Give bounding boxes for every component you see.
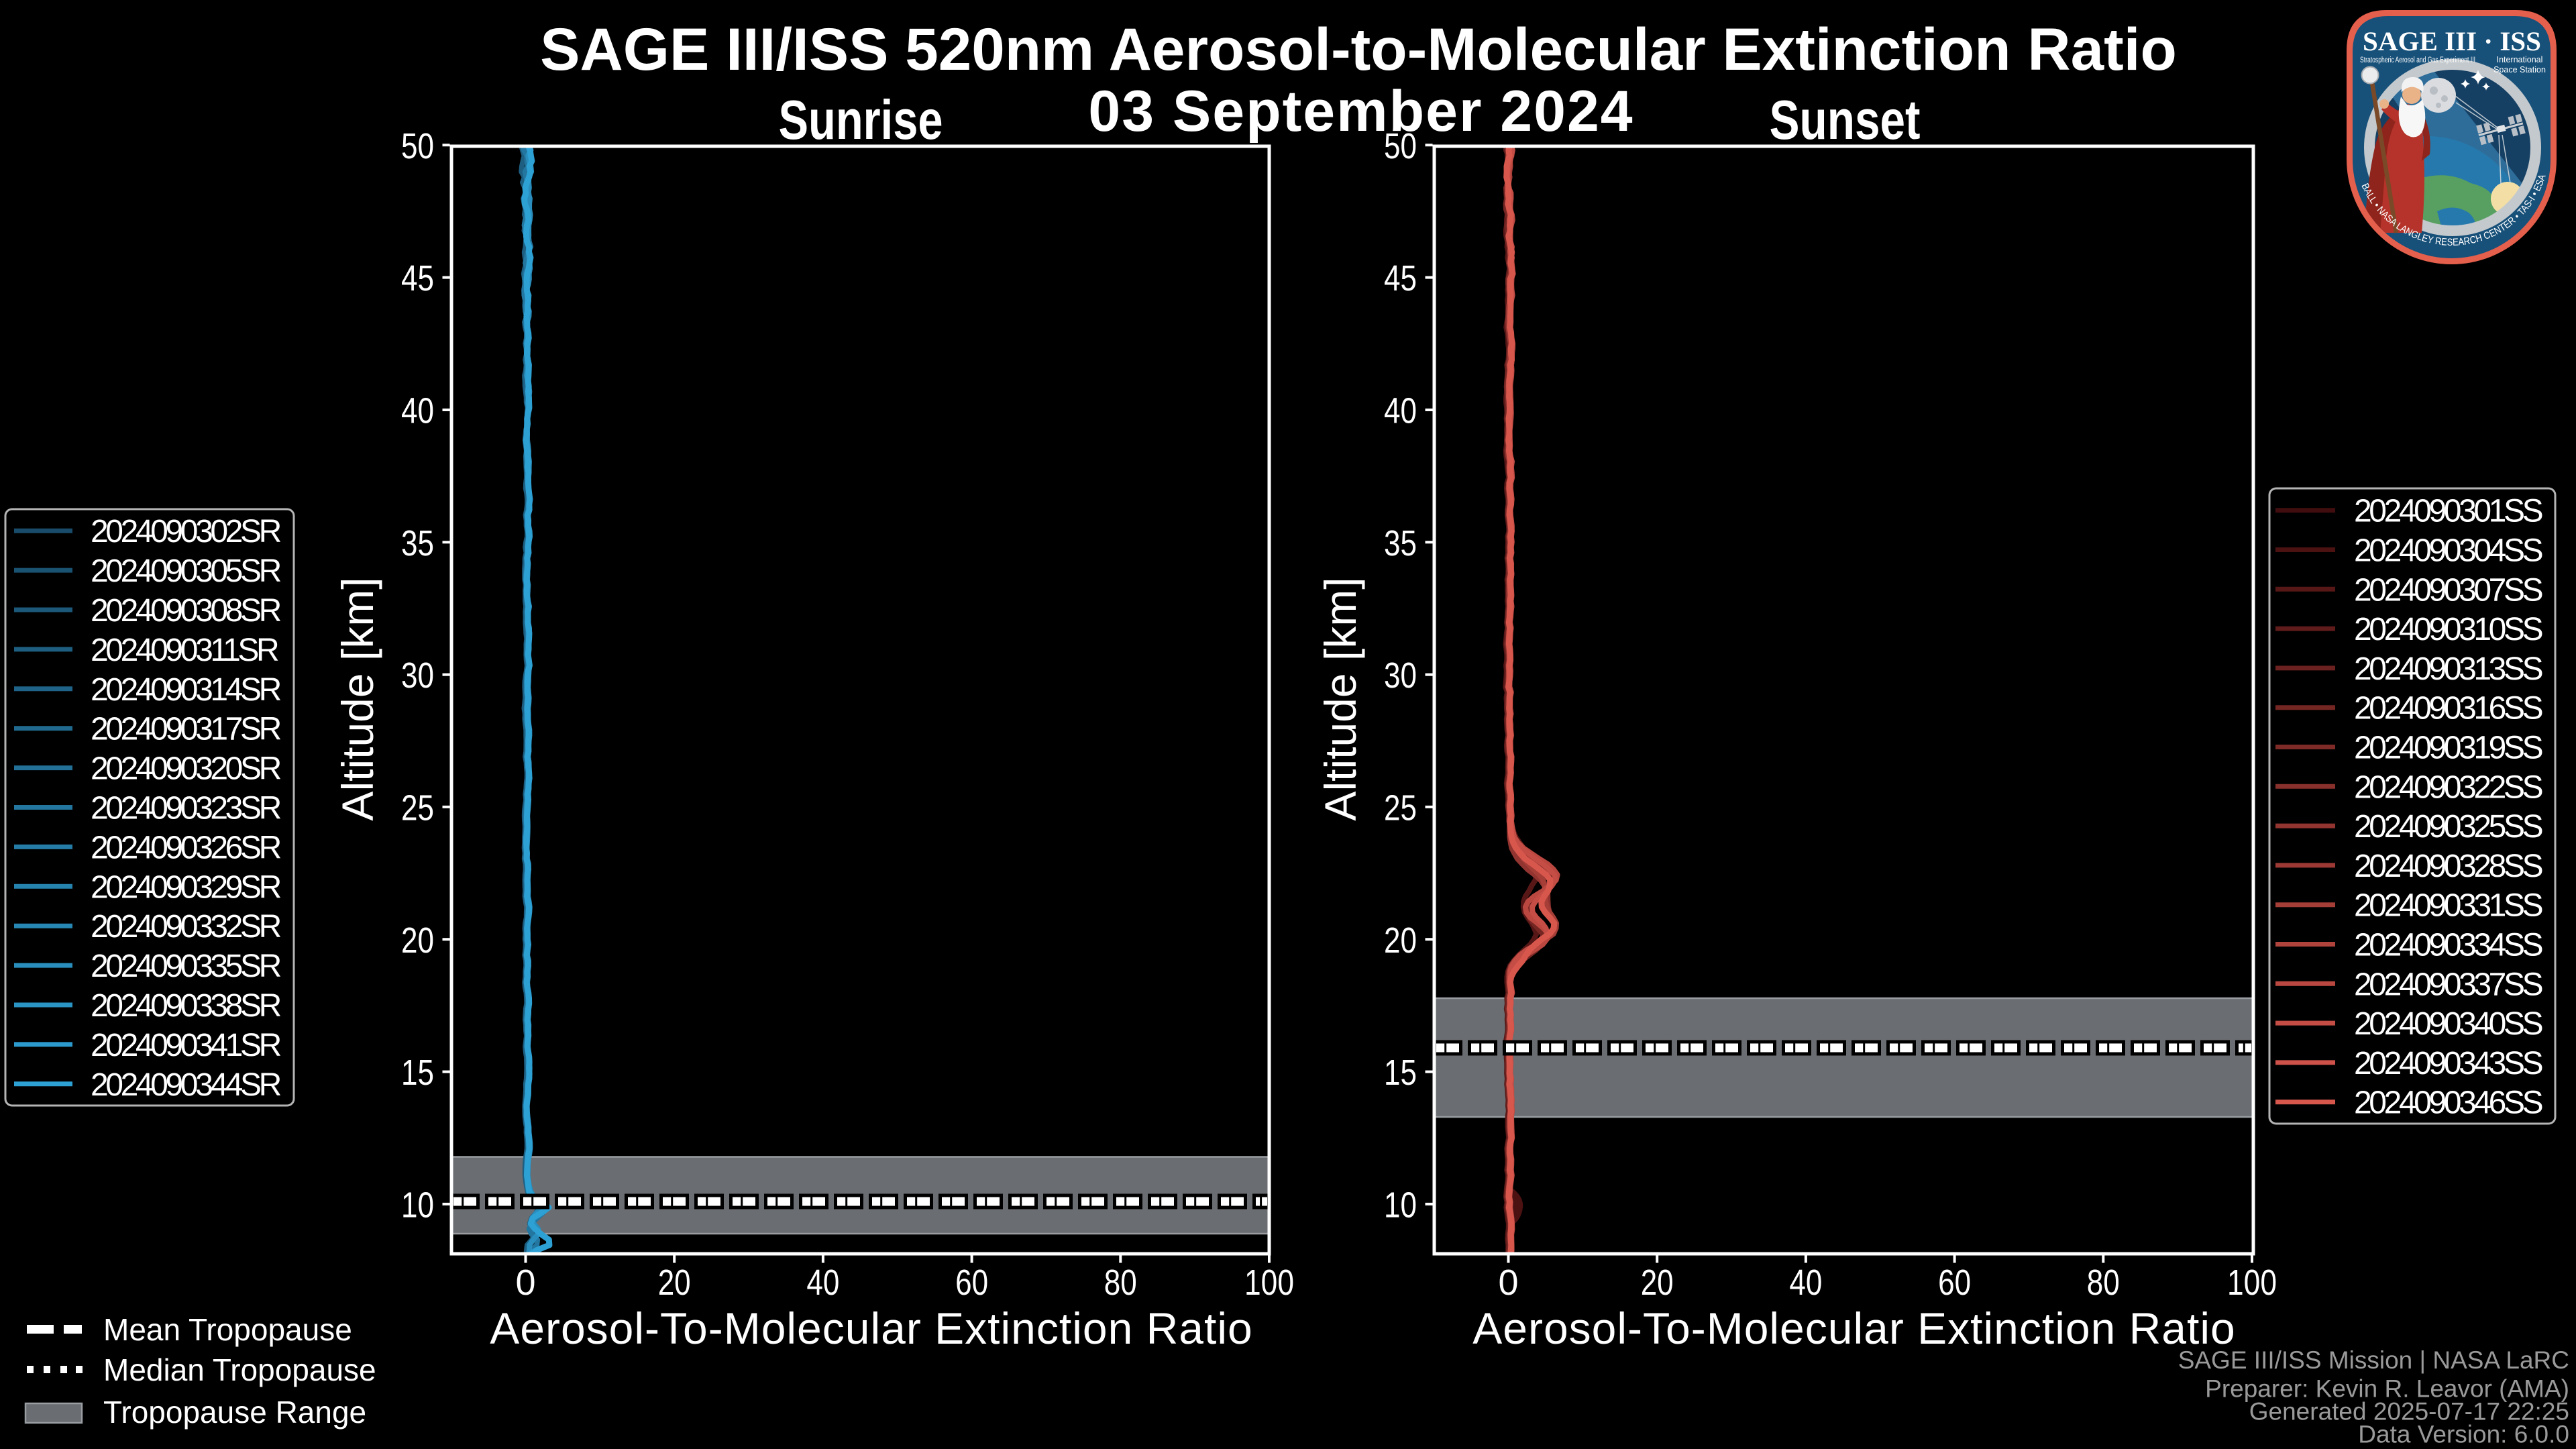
svg-text:45: 45 <box>401 258 434 299</box>
svg-text:100: 100 <box>2227 1263 2277 1303</box>
svg-text:20: 20 <box>401 920 434 961</box>
svg-text:2024090344SR: 2024090344SR <box>91 1067 281 1103</box>
svg-text:60: 60 <box>1938 1263 1971 1303</box>
svg-text:2024090337SS: 2024090337SS <box>2354 967 2542 1002</box>
svg-text:15: 15 <box>1384 1053 1417 1093</box>
svg-text:2024090328SS: 2024090328SS <box>2354 849 2542 884</box>
svg-text:50: 50 <box>401 126 434 166</box>
svg-text:25: 25 <box>1384 788 1417 828</box>
svg-text:Stratospheric Aerosol and Gas: Stratospheric Aerosol and Gas Experiment… <box>2360 56 2475 64</box>
svg-text:40: 40 <box>1789 1263 1822 1303</box>
svg-text:50: 50 <box>1384 126 1417 166</box>
svg-text:2024090325SS: 2024090325SS <box>2354 809 2542 845</box>
svg-text:20: 20 <box>1641 1263 1674 1303</box>
svg-text:2024090302SR: 2024090302SR <box>91 514 281 549</box>
svg-text:2024090340SS: 2024090340SS <box>2354 1006 2542 1042</box>
svg-text:2024090310SS: 2024090310SS <box>2354 612 2542 647</box>
svg-text:40: 40 <box>806 1263 839 1303</box>
svg-text:40: 40 <box>401 391 434 431</box>
svg-text:35: 35 <box>1384 523 1417 564</box>
svg-text:SAGE III · ISS: SAGE III · ISS <box>2363 26 2541 56</box>
svg-text:30: 30 <box>1384 655 1417 696</box>
svg-text:2024090326SR: 2024090326SR <box>91 830 281 865</box>
svg-text:2024090332SR: 2024090332SR <box>91 909 281 945</box>
svg-text:2024090317SR: 2024090317SR <box>91 712 281 747</box>
svg-text:2024090343SS: 2024090343SS <box>2354 1046 2542 1081</box>
svg-text:2024090307SS: 2024090307SS <box>2354 572 2542 608</box>
svg-text:25: 25 <box>401 788 434 828</box>
svg-text:03 September 2024: 03 September 2024 <box>1088 79 1633 144</box>
svg-text:0: 0 <box>515 1263 535 1303</box>
svg-text:2024090301SS: 2024090301SS <box>2354 494 2542 529</box>
svg-text:2024090316SS: 2024090316SS <box>2354 691 2542 727</box>
svg-text:10: 10 <box>401 1185 434 1225</box>
svg-text:2024090308SR: 2024090308SR <box>91 593 281 629</box>
svg-text:2024090314SR: 2024090314SR <box>91 672 281 708</box>
svg-text:Sunset: Sunset <box>1770 89 1921 151</box>
svg-text:SAGE III/ISS 520nm Aerosol-to-: SAGE III/ISS 520nm Aerosol-to-Molecular … <box>540 15 2177 83</box>
svg-text:Aerosol-To-Molecular Extinctio: Aerosol-To-Molecular Extinction Ratio <box>490 1303 1252 1353</box>
svg-text:2024090319SS: 2024090319SS <box>2354 731 2542 766</box>
svg-text:Data Version: 6.0.0: Data Version: 6.0.0 <box>2358 1421 2569 1448</box>
svg-text:80: 80 <box>2087 1263 2120 1303</box>
svg-text:Altitude [km]: Altitude [km] <box>333 577 382 820</box>
svg-text:10: 10 <box>1384 1185 1417 1225</box>
svg-text:2024090304SS: 2024090304SS <box>2354 533 2542 569</box>
svg-text:80: 80 <box>1104 1263 1137 1303</box>
svg-text:60: 60 <box>955 1263 988 1303</box>
svg-text:2024090329SR: 2024090329SR <box>91 869 281 905</box>
svg-text:Mean Tropopause: Mean Tropopause <box>103 1312 352 1347</box>
svg-text:45: 45 <box>1384 258 1417 299</box>
svg-text:Tropopause Range: Tropopause Range <box>103 1395 366 1430</box>
svg-text:2024090346SS: 2024090346SS <box>2354 1085 2542 1121</box>
svg-text:Median Tropopause: Median Tropopause <box>103 1352 376 1387</box>
svg-text:100: 100 <box>1244 1263 1294 1303</box>
svg-text:2024090323SR: 2024090323SR <box>91 791 281 826</box>
svg-text:35: 35 <box>401 523 434 564</box>
svg-text:20: 20 <box>1384 920 1417 961</box>
svg-text:2024090338SR: 2024090338SR <box>91 988 281 1024</box>
svg-text:2024090313SS: 2024090313SS <box>2354 651 2542 687</box>
svg-text:Preparer: Kevin R. Leavor (AMA: Preparer: Kevin R. Leavor (AMA) <box>2205 1375 2569 1403</box>
svg-text:2024090320SR: 2024090320SR <box>91 751 281 787</box>
svg-text:Space Station: Space Station <box>2493 65 2546 74</box>
svg-text:30: 30 <box>401 655 434 696</box>
svg-text:2024090335SR: 2024090335SR <box>91 949 281 984</box>
svg-text:Generated 2025-07-17 22:25: Generated 2025-07-17 22:25 <box>2249 1398 2569 1426</box>
svg-text:2024090334SS: 2024090334SS <box>2354 928 2542 963</box>
svg-text:2024090341SR: 2024090341SR <box>91 1028 281 1063</box>
svg-text:2024090322SS: 2024090322SS <box>2354 769 2542 805</box>
svg-text:15: 15 <box>401 1053 434 1093</box>
svg-text:Altitude [km]: Altitude [km] <box>1316 577 1365 820</box>
svg-text:2024090311SR: 2024090311SR <box>91 633 278 668</box>
svg-text:2024090331SS: 2024090331SS <box>2354 888 2542 924</box>
svg-text:2024090305SR: 2024090305SR <box>91 553 281 589</box>
svg-text:0: 0 <box>1498 1263 1518 1303</box>
svg-text:20: 20 <box>658 1263 691 1303</box>
svg-text:International: International <box>2497 55 2543 64</box>
svg-text:40: 40 <box>1384 391 1417 431</box>
svg-text:Sunrise: Sunrise <box>779 89 943 151</box>
svg-text:SAGE III/ISS Mission | NASA La: SAGE III/ISS Mission | NASA LaRC <box>2178 1346 2569 1374</box>
svg-text:Aerosol-To-Molecular Extinctio: Aerosol-To-Molecular Extinction Ratio <box>1472 1303 2235 1353</box>
